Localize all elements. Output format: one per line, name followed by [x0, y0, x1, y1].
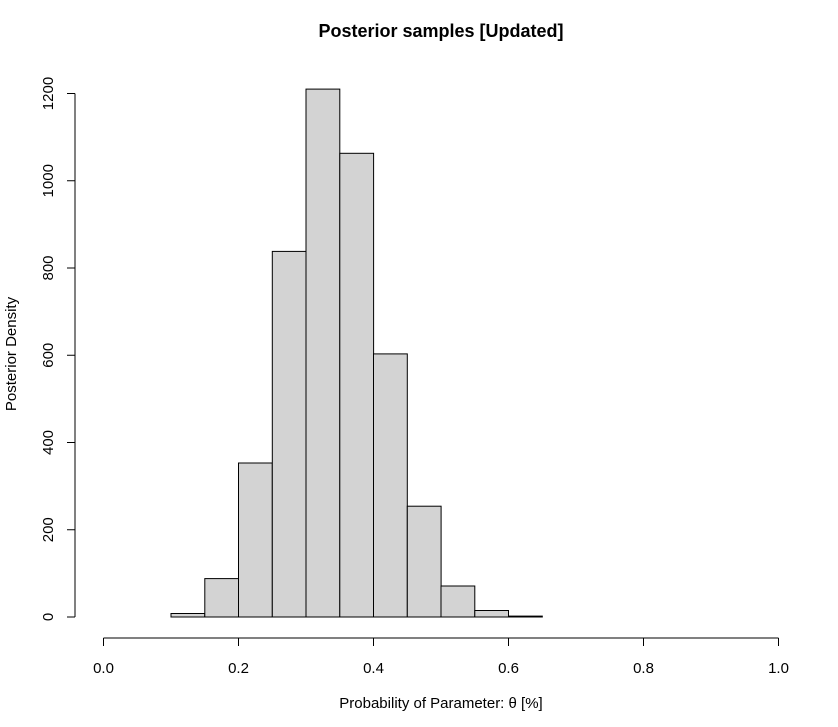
y-axis: 0 200 400 600 800 1000 1200 [40, 77, 76, 621]
x-tick-label: 0.2 [228, 660, 249, 677]
bars-group [170, 88, 543, 618]
histogram-bar [474, 610, 509, 618]
histogram-bar [440, 585, 476, 618]
histogram-bar [305, 88, 341, 618]
x-tick-label: 0.4 [363, 660, 384, 677]
y-tick-label: 200 [40, 517, 57, 542]
y-tick-label: 800 [40, 255, 57, 280]
chart-title: Posterior samples [Updated] [318, 21, 563, 41]
x-tick-label: 0.0 [93, 660, 114, 677]
histogram-bar [373, 353, 408, 618]
y-tick-label: 1000 [40, 164, 57, 197]
x-tick-label: 0.8 [633, 660, 654, 677]
x-axis: 0.0 0.2 0.4 0.6 0.8 1.0 [93, 637, 789, 677]
histogram-bar [339, 152, 375, 618]
histogram-bar [406, 505, 442, 618]
histogram-bar [271, 250, 307, 618]
x-tick-label: 1.0 [768, 660, 789, 677]
histogram-bar [170, 613, 206, 618]
y-tick-label: 0 [40, 613, 57, 621]
x-tick-label: 0.6 [498, 660, 519, 677]
histogram-bar [238, 462, 273, 618]
y-tick-label: 600 [40, 343, 57, 368]
x-axis-label: Probability of Parameter: θ [%] [339, 695, 542, 712]
y-tick-label: 1200 [40, 77, 57, 110]
y-axis-label: Posterior Density [3, 296, 20, 411]
y-tick-label: 400 [40, 430, 57, 455]
histogram-bar [204, 578, 240, 618]
histogram-bar [508, 615, 543, 618]
